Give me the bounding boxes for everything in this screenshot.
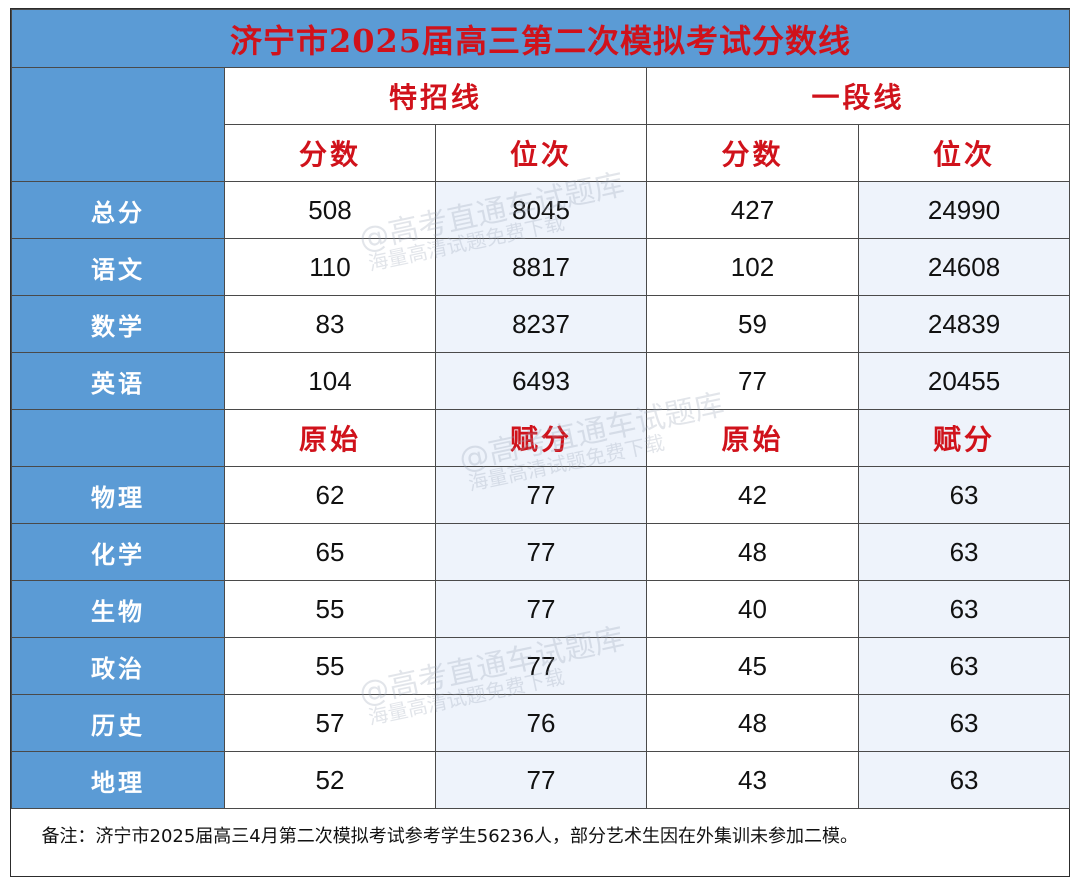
cell-value: 43 bbox=[646, 751, 859, 809]
footnote: 备注：济宁市2025届高三4月第二次模拟考试参考学生56236人，部分艺术生因在… bbox=[11, 808, 1070, 861]
cell-value: 40 bbox=[646, 580, 859, 638]
col-header-rank: 位次 bbox=[435, 124, 647, 182]
cell-value: 104 bbox=[224, 352, 436, 410]
cell-value: 427 bbox=[646, 181, 859, 239]
cell-value: 55 bbox=[224, 637, 436, 695]
cell-value: 62 bbox=[224, 466, 436, 524]
score-table-frame: 济宁市2025届高三第二次模拟考试分数线 特招线 一段线 分数 位次 分数 位次… bbox=[10, 8, 1071, 877]
col-header-score: 分数 bbox=[646, 124, 859, 182]
table-row: 地理 52 77 43 63 bbox=[11, 751, 1071, 809]
cell-value: 8237 bbox=[435, 295, 647, 353]
corner-cell bbox=[11, 67, 225, 182]
subject-label: 总分 bbox=[11, 181, 225, 239]
cell-value: 55 bbox=[224, 580, 436, 638]
group-header-row: 特招线 一段线 bbox=[11, 67, 1071, 182]
subject-label: 语文 bbox=[11, 238, 225, 296]
cell-value: 77 bbox=[435, 751, 647, 809]
col-header-score: 分数 bbox=[224, 124, 436, 182]
cell-value: 6493 bbox=[435, 352, 647, 410]
cell-value: 63 bbox=[857, 694, 1071, 752]
title-row: 济宁市2025届高三第二次模拟考试分数线 bbox=[10, 9, 1071, 68]
subheader-row: 原始 赋分 原始 赋分 bbox=[11, 409, 1071, 467]
cell-value: 24839 bbox=[857, 295, 1071, 353]
score-table: 济宁市2025届高三第二次模拟考试分数线 特招线 一段线 分数 位次 分数 位次… bbox=[10, 9, 1071, 861]
cell-value: 59 bbox=[646, 295, 859, 353]
table-row: 英语 104 6493 77 20455 bbox=[11, 352, 1071, 410]
subject-label: 生物 bbox=[11, 580, 225, 638]
table-row: 数学 83 8237 59 24839 bbox=[11, 295, 1071, 353]
cell-value: 83 bbox=[224, 295, 436, 353]
subject-label: 物理 bbox=[11, 466, 225, 524]
cell-value: 8817 bbox=[435, 238, 647, 296]
cell-value: 24990 bbox=[857, 181, 1071, 239]
subject-label: 数学 bbox=[11, 295, 225, 353]
table-row: 政治 55 77 45 63 bbox=[11, 637, 1071, 695]
group-special-line: 特招线 bbox=[224, 67, 647, 125]
subject-label: 英语 bbox=[11, 352, 225, 410]
cell-value: 42 bbox=[646, 466, 859, 524]
cell-value: 63 bbox=[857, 523, 1071, 581]
cell-value: 45 bbox=[646, 637, 859, 695]
cell-value: 63 bbox=[857, 751, 1071, 809]
cell-value: 48 bbox=[646, 694, 859, 752]
col-header-raw: 原始 bbox=[646, 409, 859, 467]
subject-label: 地理 bbox=[11, 751, 225, 809]
cell-value: 77 bbox=[435, 580, 647, 638]
cell-value: 63 bbox=[857, 466, 1071, 524]
cell-value: 20455 bbox=[857, 352, 1071, 410]
table-title: 济宁市2025届高三第二次模拟考试分数线 bbox=[10, 9, 1071, 68]
table-row: 生物 55 77 40 63 bbox=[11, 580, 1071, 638]
cell-value: 102 bbox=[646, 238, 859, 296]
note-row: 备注：济宁市2025届高三4月第二次模拟考试参考学生56236人，部分艺术生因在… bbox=[11, 808, 1070, 861]
subject-label: 化学 bbox=[11, 523, 225, 581]
cell-value: 24608 bbox=[857, 238, 1071, 296]
table-row: 语文 110 8817 102 24608 bbox=[11, 238, 1071, 296]
cell-value: 63 bbox=[857, 580, 1071, 638]
cell-value: 508 bbox=[224, 181, 436, 239]
group-first-tier-line: 一段线 bbox=[645, 67, 1071, 125]
table-row: 物理 62 77 42 63 bbox=[11, 466, 1071, 524]
subject-label: 政治 bbox=[11, 637, 225, 695]
table-row: 历史 57 76 48 63 bbox=[11, 694, 1071, 752]
col-header-assigned: 赋分 bbox=[857, 409, 1071, 467]
cell-value: 63 bbox=[857, 637, 1071, 695]
cell-value: 76 bbox=[435, 694, 647, 752]
cell-value: 57 bbox=[224, 694, 436, 752]
cell-value: 65 bbox=[224, 523, 436, 581]
cell-value: 77 bbox=[435, 637, 647, 695]
subheader-corner bbox=[11, 409, 225, 467]
cell-value: 8045 bbox=[435, 181, 647, 239]
cell-value: 77 bbox=[435, 523, 647, 581]
col-header-assigned: 赋分 bbox=[435, 409, 647, 467]
col-header-raw: 原始 bbox=[224, 409, 436, 467]
col-header-rank: 位次 bbox=[857, 124, 1071, 182]
cell-value: 77 bbox=[646, 352, 859, 410]
table-row: 化学 65 77 48 63 bbox=[11, 523, 1071, 581]
table-row: 总分 508 8045 427 24990 bbox=[11, 181, 1071, 239]
cell-value: 52 bbox=[224, 751, 436, 809]
subject-label: 历史 bbox=[11, 694, 225, 752]
cell-value: 77 bbox=[435, 466, 647, 524]
cell-value: 110 bbox=[224, 238, 436, 296]
cell-value: 48 bbox=[646, 523, 859, 581]
